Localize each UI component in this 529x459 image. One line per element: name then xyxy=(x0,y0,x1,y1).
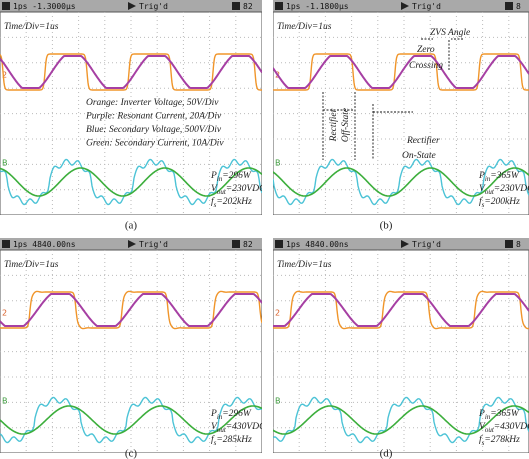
time-div: Time/Div=1us xyxy=(277,22,332,32)
readout-value: =365W xyxy=(490,409,520,419)
channel-marker: B xyxy=(275,397,281,406)
readout-value: =365W xyxy=(490,171,520,181)
annotation: On-State xyxy=(402,151,436,161)
readout: fs=285kHz xyxy=(211,434,252,446)
readout-value: =278kHz xyxy=(484,435,520,445)
time-div: Time/Div=1us xyxy=(4,260,59,270)
header-time: 1ps -1.3000µs xyxy=(13,2,76,11)
readout: Pin=296W xyxy=(210,409,252,420)
header-channel: 8 xyxy=(516,2,521,11)
readout-value: =230VDC xyxy=(494,184,529,194)
readout-value: =430VDC xyxy=(494,422,529,432)
scope-panel: 1ps 4840.00ns Trig'd 8 Time/Div=1us 2 B Pin=36… xyxy=(273,238,529,453)
header-channel: 82 xyxy=(243,240,253,249)
readout: Pin=365W xyxy=(478,409,520,420)
channel-icon xyxy=(232,2,240,10)
time-div: Time/Div=1us xyxy=(4,22,59,32)
caption: (b) xyxy=(380,220,393,232)
run-icon xyxy=(2,240,10,248)
header-trigger: Trig'd xyxy=(412,240,441,249)
readout-value: =296W xyxy=(222,171,252,181)
scope-panel: 1ps 4840.00ns Trig'd 82 Time/Div=1us 2 B Pin=2… xyxy=(0,238,266,453)
legend-line: Blue: Secondary Voltage, 500V/Div xyxy=(86,125,222,135)
annotation: ZVS Angle xyxy=(430,28,470,38)
channel-icon xyxy=(505,2,513,10)
channel-marker: B xyxy=(2,397,8,406)
channel-icon xyxy=(505,240,513,248)
channel-marker: B xyxy=(2,159,8,168)
figure: 1ps -1.3000µsTrig'd82Time/Div=1us2BOrang… xyxy=(0,0,529,459)
annotation: Rectifier xyxy=(406,135,440,146)
readout-value: =296W xyxy=(222,409,252,419)
header-time: 1ps 4840.00ns xyxy=(13,240,76,249)
annotation: Crossing xyxy=(409,61,443,71)
header-channel: 8 xyxy=(516,240,521,249)
legend-line: Purple: Resonant Current, 20A/Div xyxy=(85,112,222,122)
annotation: Zero xyxy=(417,45,435,55)
readout: Pin=365W xyxy=(478,171,520,182)
readout-value: =285kHz xyxy=(216,435,252,445)
readout: fs=202kHz xyxy=(211,196,252,208)
readout: fs=200kHz xyxy=(479,196,520,208)
run-icon xyxy=(2,2,10,10)
header-time: 1ps 4840.00ns xyxy=(286,240,349,249)
channel-icon xyxy=(232,240,240,248)
legend-line: Orange: Inverter Voltage, 50V/Div xyxy=(86,98,219,108)
run-icon xyxy=(275,240,283,248)
channel-marker: B xyxy=(275,159,281,168)
readout-value: =430VDC xyxy=(226,422,266,432)
readout: fs=278kHz xyxy=(479,434,520,446)
header-channel: 82 xyxy=(243,2,253,11)
readout-value: =202kHz xyxy=(216,197,252,207)
readout-value: =230VDC xyxy=(226,184,266,194)
header-time: 1ps -1.1800µs xyxy=(286,2,349,11)
caption: (d) xyxy=(380,448,393,459)
channel-marker: 2 xyxy=(275,309,280,318)
header-trigger: Trig'd xyxy=(412,2,441,11)
annotation: Rectifier xyxy=(328,108,339,142)
readout-value: =200kHz xyxy=(484,197,520,207)
run-icon xyxy=(275,2,283,10)
header-trigger: Trig'd xyxy=(139,2,168,11)
channel-marker: 2 xyxy=(2,309,7,318)
readout: Pin=296W xyxy=(210,171,252,182)
legend-line: Green: Secondary Current, 10A/Div xyxy=(86,139,224,149)
annotation: Off-State xyxy=(340,108,351,142)
header-trigger: Trig'd xyxy=(139,240,168,249)
caption: (a) xyxy=(125,220,138,232)
caption: (c) xyxy=(125,448,138,459)
time-div: Time/Div=1us xyxy=(277,260,332,270)
